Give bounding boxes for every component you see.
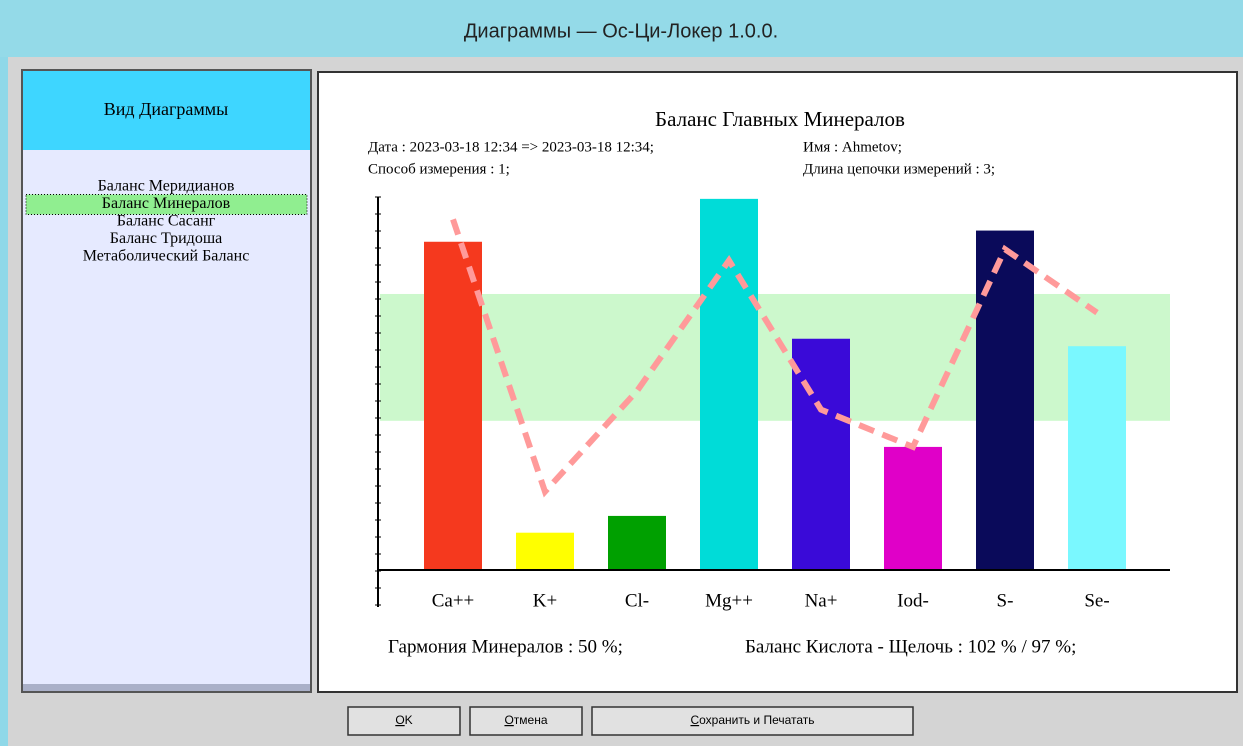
sidebar-foot [23, 684, 310, 691]
sidebar-item[interactable]: Метаболический Баланс [83, 248, 250, 265]
bar [792, 338, 850, 570]
bar [424, 241, 482, 570]
window-title: Диаграммы — Ос-Ци-Локер 1.0.0. [464, 20, 778, 42]
normal-band [380, 293, 1170, 421]
x-tick-label: Ca++ [432, 590, 475, 611]
button-label[interactable]: OK [395, 713, 412, 727]
bar [700, 198, 758, 571]
chart-info: Длина цепочки измерений : 3; [803, 161, 995, 177]
chart-info: Дата : 2023-03-18 12:34 => 2023-03-18 12… [368, 139, 654, 155]
x-tick-label: Na+ [805, 590, 838, 611]
x-tick-label: K+ [533, 590, 557, 611]
bar [976, 230, 1034, 570]
button-label[interactable]: Сохранить и Печатать [690, 713, 814, 727]
x-tick-label: S- [997, 590, 1014, 611]
sidebar-item[interactable]: Баланс Тридоша [110, 230, 222, 247]
footer-text: Баланс Кислота - Щелочь : 102 % / 97 %; [745, 636, 1076, 657]
footer-text: Гармония Минералов : 50 %; [388, 636, 623, 657]
bar [884, 446, 942, 570]
sidebar [21, 69, 312, 693]
button[interactable] [591, 706, 914, 736]
bar [516, 532, 574, 570]
sidebar-item[interactable]: Баланс Меридианов [98, 178, 235, 195]
sidebar-header-bg [23, 71, 310, 150]
bar [608, 515, 666, 570]
button-label[interactable]: Отмена [504, 713, 547, 727]
x-tick-label: Cl- [625, 590, 649, 611]
title-bar [0, 0, 1243, 57]
button[interactable] [347, 706, 461, 736]
window-edge [0, 0, 8, 746]
sidebar-item[interactable]: Баланс Сасанг [117, 213, 216, 230]
button[interactable] [469, 706, 583, 736]
chart-title: Баланс Главных Минералов [655, 107, 905, 131]
chart-info: Способ измерения : 1; [368, 161, 510, 177]
sidebar-item[interactable]: Баланс Минералов [102, 195, 231, 212]
sidebar-header: Вид Диаграммы [104, 99, 228, 119]
x-tick-label: Mg++ [705, 590, 753, 611]
x-tick-label: Iod- [897, 590, 929, 611]
chart-info: Имя : Ahmetov; [803, 139, 902, 155]
bar [1068, 346, 1126, 570]
trend-line [450, 218, 1099, 498]
selected-item-bg [25, 194, 308, 215]
x-tick-label: Se- [1084, 590, 1109, 611]
